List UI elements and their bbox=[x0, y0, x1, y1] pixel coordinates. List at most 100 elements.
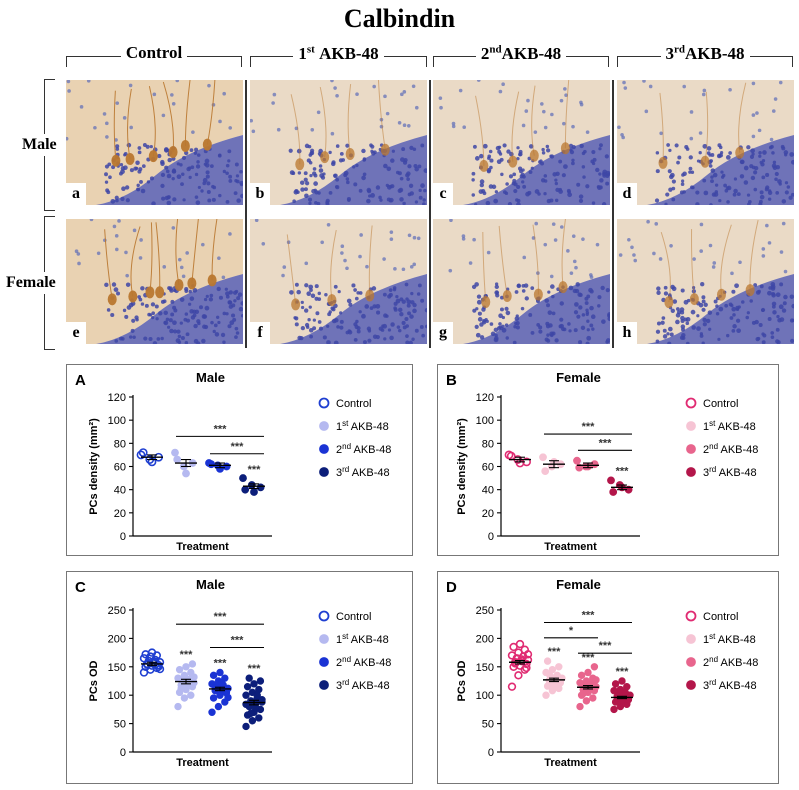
data-point bbox=[541, 467, 550, 476]
legend-marker bbox=[319, 680, 329, 690]
y-tick-label: 200 bbox=[108, 633, 126, 645]
legend-label: Control bbox=[703, 398, 738, 410]
micrograph-b: b bbox=[250, 80, 427, 205]
data-point bbox=[214, 702, 223, 711]
legend-marker bbox=[685, 610, 697, 622]
legend-label: Control bbox=[703, 611, 738, 623]
legend-marker bbox=[686, 444, 696, 454]
y-tick-label: 50 bbox=[482, 719, 494, 731]
micrograph-letter: b bbox=[250, 183, 270, 205]
figure-title: Calbindin bbox=[343, 4, 456, 33]
data-point bbox=[247, 709, 255, 718]
micrograph-image bbox=[433, 80, 610, 205]
data-point bbox=[174, 702, 182, 711]
micrograph-image bbox=[250, 219, 427, 344]
legend-marker bbox=[686, 634, 696, 644]
y-tick-label: 200 bbox=[476, 633, 494, 645]
data-point bbox=[507, 682, 517, 691]
y-tick-label: 250 bbox=[476, 605, 494, 617]
y-tick-label: 150 bbox=[476, 662, 494, 674]
y-tick-label: 20 bbox=[114, 508, 126, 520]
data-point bbox=[209, 694, 218, 702]
data-point bbox=[555, 663, 563, 671]
row-label-female: Female bbox=[6, 272, 56, 294]
x-axis-label: Treatment bbox=[176, 757, 229, 769]
significance-label: *** bbox=[616, 465, 630, 477]
panel-letter: A bbox=[75, 372, 86, 389]
y-axis-label: PCs OD bbox=[456, 660, 468, 701]
y-tick-label: 100 bbox=[476, 690, 494, 702]
data-point bbox=[188, 660, 197, 668]
data-point bbox=[539, 453, 547, 462]
legend-label: 2nd AKB-48 bbox=[336, 655, 391, 669]
legend-marker bbox=[318, 397, 330, 409]
legend-label: 3rd AKB-48 bbox=[703, 465, 757, 479]
data-point bbox=[243, 682, 252, 691]
x-axis-label: Treatment bbox=[544, 757, 597, 769]
data-point bbox=[545, 670, 553, 678]
data-point bbox=[209, 671, 218, 680]
y-tick-label: 100 bbox=[108, 690, 126, 702]
legend-label: 1st AKB-48 bbox=[336, 419, 389, 433]
micrograph-image bbox=[617, 80, 794, 205]
data-point bbox=[589, 694, 597, 702]
data-point bbox=[611, 680, 620, 688]
data-point bbox=[239, 474, 247, 482]
legend-marker bbox=[318, 610, 330, 622]
chart-title: Male bbox=[196, 577, 225, 592]
y-tick-label: 100 bbox=[476, 415, 494, 427]
data-point bbox=[173, 455, 182, 464]
y-tick-label: 100 bbox=[108, 415, 126, 427]
micrograph-letter: e bbox=[66, 322, 86, 344]
data-point bbox=[523, 650, 533, 659]
micrograph-e: e bbox=[66, 219, 243, 344]
data-point bbox=[224, 693, 232, 702]
y-tick-label: 80 bbox=[114, 438, 126, 450]
data-point bbox=[256, 677, 265, 685]
legend-label: Control bbox=[336, 611, 371, 623]
y-tick-label: 20 bbox=[482, 508, 494, 520]
legend-marker bbox=[319, 467, 329, 477]
data-point bbox=[182, 469, 190, 478]
data-point bbox=[182, 663, 190, 671]
significance-label: *** bbox=[180, 649, 194, 661]
y-tick-label: 60 bbox=[114, 462, 126, 474]
significance-label: *** bbox=[548, 646, 562, 658]
data-point bbox=[542, 691, 550, 699]
legend-label: 3rd AKB-48 bbox=[336, 465, 390, 479]
data-point bbox=[610, 705, 618, 714]
data-point bbox=[584, 668, 592, 677]
legend-label: 2nd AKB-48 bbox=[336, 442, 391, 456]
significance-label: *** bbox=[214, 611, 228, 623]
micrograph-image bbox=[250, 80, 427, 205]
micrograph-f: f bbox=[250, 219, 427, 344]
column-separator bbox=[612, 80, 614, 348]
data-point bbox=[582, 697, 591, 705]
x-axis-label: Treatment bbox=[176, 541, 229, 553]
legend-label: 2nd AKB-48 bbox=[703, 442, 758, 456]
y-tick-label: 120 bbox=[476, 392, 494, 404]
data-point bbox=[579, 689, 587, 698]
column-separator bbox=[245, 80, 247, 348]
significance-label: *** bbox=[231, 441, 245, 453]
x-axis-label: Treatment bbox=[544, 541, 597, 553]
y-tick-label: 0 bbox=[120, 747, 126, 759]
significance-label: *** bbox=[214, 657, 228, 669]
micrograph-letter: d bbox=[617, 183, 637, 205]
micrograph-image bbox=[66, 80, 243, 205]
chart-A: A Male 0 20 40 60 80 100 120 PCs density (mm²) Tre… bbox=[75, 370, 391, 553]
data-point bbox=[208, 708, 216, 716]
column-header-2nd: 2ndAKB-48 bbox=[433, 43, 609, 67]
panel-letter: D bbox=[446, 579, 457, 596]
legend-marker bbox=[319, 634, 329, 644]
data-point bbox=[250, 680, 258, 688]
data-point bbox=[592, 676, 600, 684]
data-point bbox=[576, 679, 584, 687]
micrograph-letter: c bbox=[433, 183, 453, 205]
legend-marker bbox=[686, 467, 696, 477]
data-point bbox=[510, 659, 520, 668]
y-tick-label: 60 bbox=[482, 462, 494, 474]
data-point bbox=[515, 639, 525, 649]
